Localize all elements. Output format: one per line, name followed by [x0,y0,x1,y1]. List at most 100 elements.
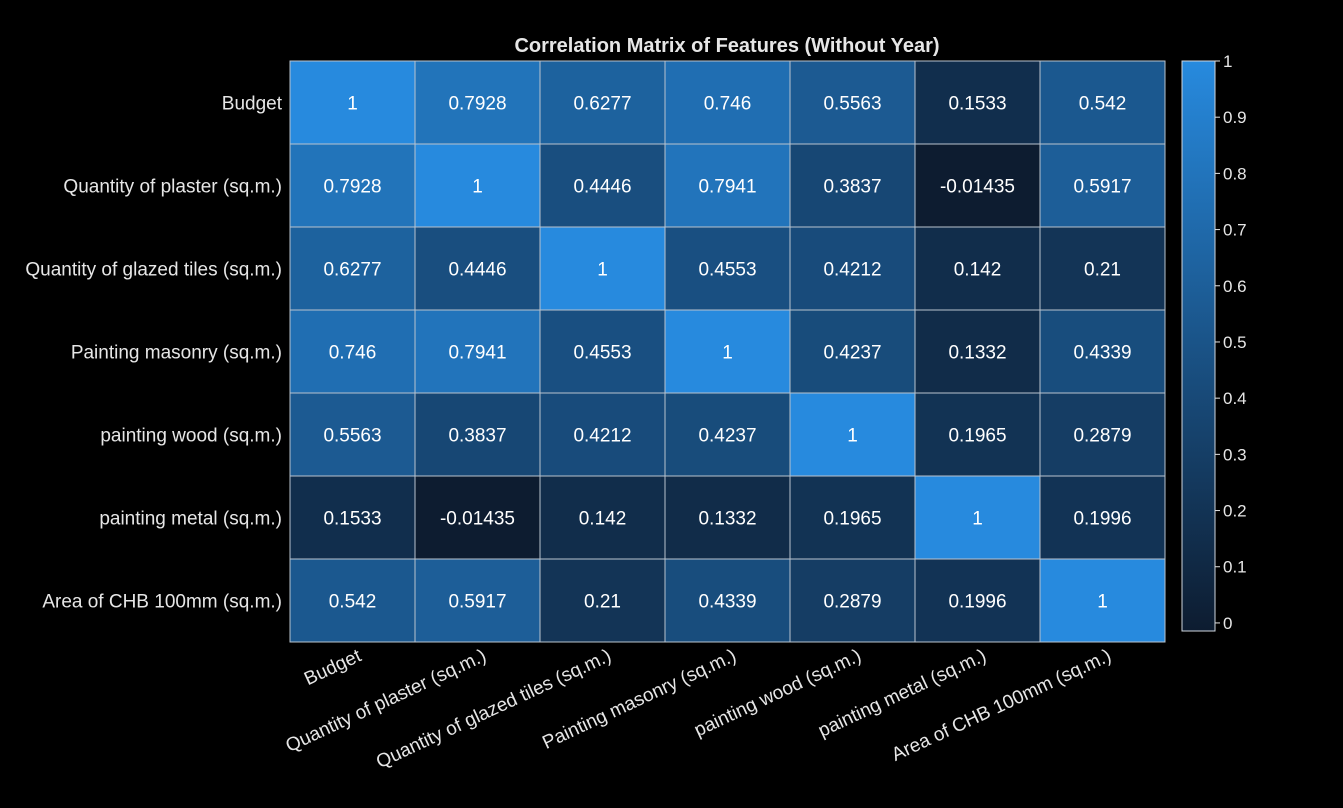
cell-value-label: 0.1996 [948,592,1006,613]
cell-value-label: 0.5917 [448,592,506,613]
cell-value-label: 0.6277 [573,94,631,115]
cell-value-label: 0.746 [329,343,377,364]
cell-value-label: 0.4212 [573,426,631,447]
heatmap-cell [1039,143,1166,228]
cell-value-label: 0.542 [329,592,377,613]
cell-value-label: 1 [347,94,358,115]
cell-value-label: 0.3837 [823,177,881,198]
colorbar-tick-label: 0.7 [1223,221,1247,240]
heatmap-cell [914,143,1041,228]
heatmap-cell [1039,226,1166,311]
cell-value-label: 0.4553 [573,343,631,364]
heatmap-cell [914,60,1041,145]
cell-value-label: 0.142 [954,260,1002,281]
cell-value-label: 0.7941 [698,177,756,198]
colorbar-tick-label: 0.5 [1223,333,1247,352]
cell-value-label: 1 [847,426,858,447]
cell-value-label: 0.746 [704,94,752,115]
cell-value-label: 0.542 [1079,94,1127,115]
cell-value-label: 0.1996 [1073,509,1131,530]
cell-value-label: 0.1533 [323,509,381,530]
row-label: painting metal (sq.m.) [99,509,282,530]
heatmap-cell [289,309,416,394]
cell-value-label: 0.142 [579,509,627,530]
heatmap-cell [789,226,916,311]
heatmap-cell [289,226,416,311]
heatmap-cell [539,558,666,643]
cell-value-label: 0.2879 [1073,426,1131,447]
cell-value-label: 0.4237 [823,343,881,364]
cell-value-label: 0.7928 [323,177,381,198]
heatmap-cell [414,226,541,311]
heatmap-cell [289,60,416,145]
colorbar-ticks: 0 0.1 0.2 0.3 0.4 0.5 0.6 0.7 0.8 0.9 1 [1215,52,1247,633]
heatmap-cell [664,60,791,145]
column-label: Quantity of glazed tiles (sq.m.) [373,645,614,772]
heatmap-cell [289,558,416,643]
colorbar-tick-label: 0.6 [1223,277,1247,296]
cell-value-label: 0.5917 [1073,177,1131,198]
cell-value-label: 1 [972,509,983,530]
colorbar-tick-label: 0.4 [1223,389,1247,408]
cell-value-label: 0.4446 [573,177,631,198]
heatmap-cell [414,309,541,394]
heatmap-cell [289,392,416,477]
cell-value-label: 0.21 [1084,260,1121,281]
heatmap-cell [539,475,666,560]
heatmap-cell [789,60,916,145]
heatmap-cell [539,60,666,145]
chart-title: Correlation Matrix of Features (Without … [514,35,939,57]
heatmap-cell [414,60,541,145]
column-label: Quantity of plaster (sq.m.) [283,645,490,756]
colorbar-tick-label: 0.8 [1223,164,1247,183]
colorbar-tick-label: 0.1 [1223,558,1247,577]
cell-value-label: 0.4553 [698,260,756,281]
heatmap-cell [914,226,1041,311]
heatmap-cell [414,475,541,560]
row-label: Painting masonry (sq.m.) [71,343,282,364]
heatmap-cell [664,226,791,311]
heatmap-cells: 1 0.7928 0.6277 0.746 0.5563 0.1533 0.542 0.792… [289,60,1166,643]
row-label: Area of CHB 100mm (sq.m.) [42,592,282,613]
row-label: Quantity of glazed tiles (sq.m.) [25,260,282,281]
cell-value-label: 1 [1097,592,1108,613]
cell-value-label: 0.4446 [448,260,506,281]
cell-value-label: 0.1332 [948,343,1006,364]
heatmap-cell [539,143,666,228]
cell-value-label: 0.5563 [823,94,881,115]
cell-value-label: 0.1965 [948,426,1006,447]
cell-value-label: 0.3837 [448,426,506,447]
row-label: Budget [222,94,283,115]
heatmap-cell [664,558,791,643]
cell-value-label: 0.4237 [698,426,756,447]
row-label: painting wood (sq.m.) [100,426,282,447]
cell-value-label: 0.6277 [323,260,381,281]
heatmap-cell [1039,309,1166,394]
heatmap-cell [1039,558,1166,643]
heatmap-cell [1039,475,1166,560]
colorbar [1181,60,1216,632]
colorbar-tick-label: 0.2 [1223,502,1247,521]
heatmap-cell [289,475,416,560]
heatmap-cell [789,558,916,643]
heatmap-cell [789,475,916,560]
row-labels: Budget Quantity of plaster (sq.m.) Quantit… [25,94,282,613]
heatmap-cell [539,392,666,477]
cell-value-label: 0.1332 [698,509,756,530]
column-label: Area of CHB 100mm (sq.m.) [889,645,1115,765]
heatmap-cell [289,143,416,228]
heatmap-cell [664,309,791,394]
colorbar-tick-label: 1 [1223,52,1232,71]
cell-value-label: 0.7928 [448,94,506,115]
cell-value-label: -0.01435 [440,509,515,530]
colorbar-tick-label: 0.9 [1223,108,1247,127]
cell-value-label: 0.7941 [448,343,506,364]
cell-value-label: 0.1965 [823,509,881,530]
heatmap-cell [914,558,1041,643]
heatmap-cell [914,309,1041,394]
heatmap-cell [664,475,791,560]
column-label: Budget [301,645,365,690]
cell-value-label: 0.2879 [823,592,881,613]
